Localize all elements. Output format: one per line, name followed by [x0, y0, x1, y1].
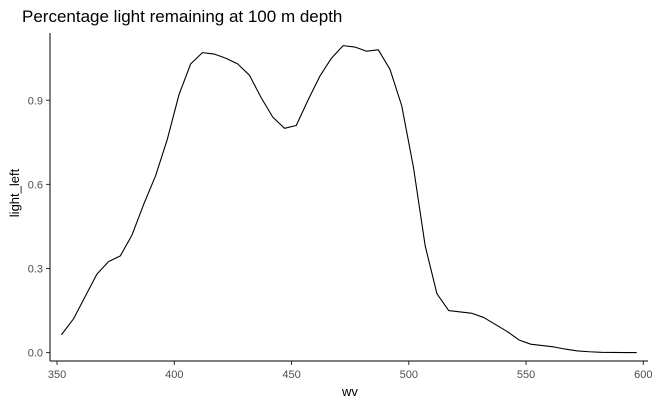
- y-tick-label: 0.3: [28, 263, 43, 275]
- x-tick-label: 400: [165, 369, 183, 381]
- chart-title: Percentage light remaining at 100 m dept…: [22, 7, 342, 26]
- x-tick-label: 550: [517, 369, 535, 381]
- y-axis-ticks: 0.0 0.3 0.6 0.9: [28, 95, 50, 360]
- x-axis-label: wv: [341, 384, 358, 399]
- series-line: [61, 45, 637, 354]
- y-tick-label: 0.9: [28, 95, 43, 107]
- y-tick-label: 0.6: [28, 179, 43, 191]
- x-axis-ticks: 350 400 450 500 550 600: [48, 361, 652, 381]
- x-tick-label: 350: [48, 369, 66, 381]
- x-tick-label: 450: [282, 369, 300, 381]
- y-axis-label: light_left: [7, 168, 22, 217]
- x-tick-label: 500: [400, 369, 418, 381]
- y-tick-label: 0.0: [28, 348, 43, 360]
- x-tick-label: 600: [634, 369, 652, 381]
